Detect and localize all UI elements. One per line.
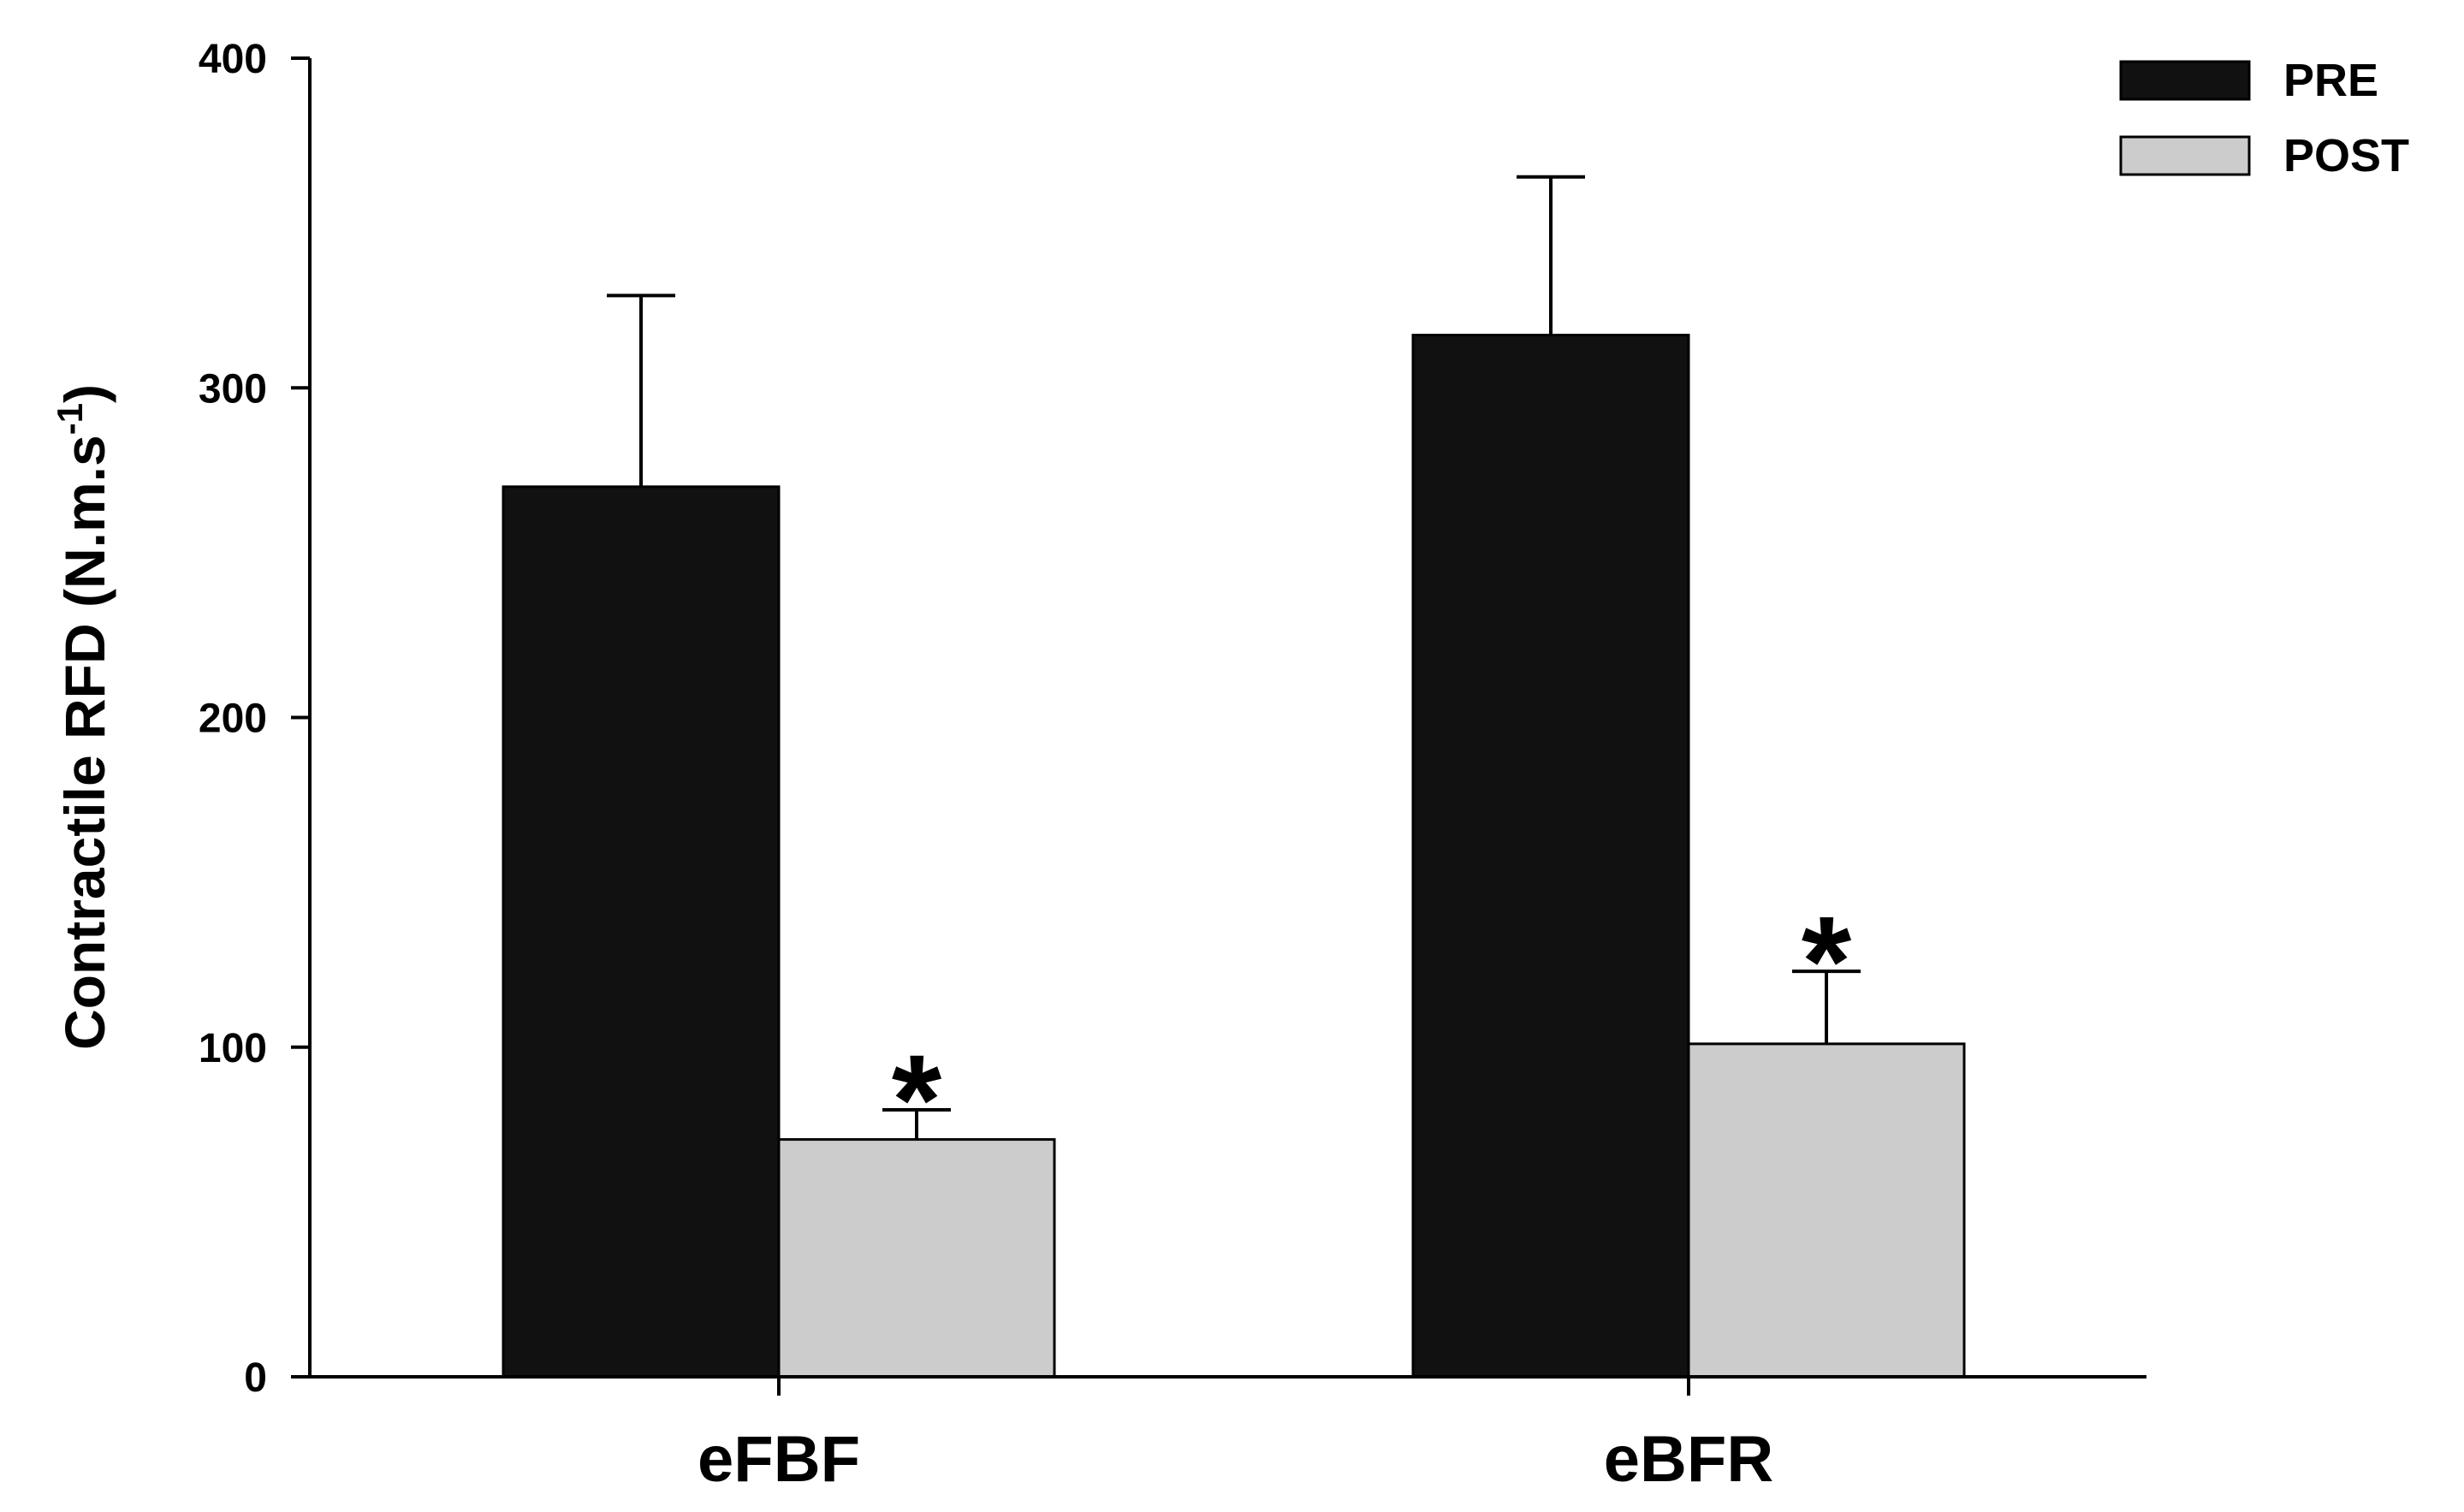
plot-area: ** <box>502 175 1966 1379</box>
bar-post-ebfr <box>1687 1042 1966 1379</box>
y-tick-label: 100 <box>199 1026 267 1071</box>
y-tick-label: 200 <box>199 697 267 742</box>
significance-marker: * <box>1802 889 1852 1033</box>
legend-label-post: POST <box>2283 130 2409 181</box>
legend-swatch-post <box>2119 135 2251 176</box>
bar-post-efbf <box>777 1138 1056 1379</box>
y-tick-label: 0 <box>244 1355 267 1401</box>
y-tick-label: 400 <box>199 37 267 82</box>
y-axis-label-superscript: -1 <box>50 403 90 435</box>
y-axis-label: Contractile RFD (N.m.s-1) <box>50 384 116 1050</box>
y-ticks: 0 100 200 300 400 <box>199 37 310 1401</box>
legend-swatch-pre <box>2119 60 2251 101</box>
bar-pre-ebfr <box>1411 334 1690 1379</box>
x-categories: eFBF eBFR <box>698 1377 1773 1496</box>
legend-label-pre: PRE <box>2283 55 2378 106</box>
bar-pre-efbf <box>502 485 781 1379</box>
x-category-label: eFBF <box>698 1423 860 1496</box>
y-axis-label-close: ) <box>53 384 116 403</box>
significance-marker: * <box>892 1028 942 1171</box>
y-axis-label-main: Contractile RFD (N.m.s <box>53 435 116 1050</box>
legend: PRE POST <box>2119 55 2409 181</box>
x-category-label: eBFR <box>1604 1423 1773 1496</box>
y-tick-label: 300 <box>199 366 267 412</box>
